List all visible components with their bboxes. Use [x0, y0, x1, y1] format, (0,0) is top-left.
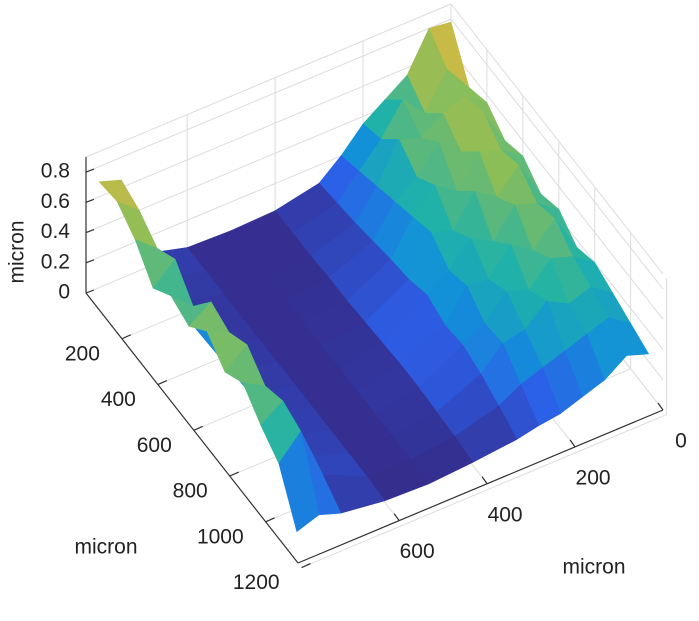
- tick-mark: [85, 289, 95, 294]
- tick-mark: [481, 476, 488, 485]
- tick-mark: [85, 168, 95, 173]
- box-edge: [450, 3, 664, 275]
- grid-line: [450, 18, 664, 290]
- y-tick-label: 1200: [233, 571, 280, 594]
- z-tick-label: 0.8: [41, 160, 70, 183]
- y-axis-label: micron: [74, 536, 137, 559]
- z-tick-label: 0.4: [41, 220, 71, 243]
- tick-mark: [393, 513, 400, 521]
- tick-mark: [265, 517, 275, 523]
- z-tick-label: 0: [58, 281, 70, 304]
- tick-mark: [657, 402, 664, 411]
- tick-mark: [229, 471, 239, 477]
- x-axis-label: micron: [562, 556, 625, 579]
- y-tick-label: 800: [173, 480, 208, 503]
- grid-line: [85, 48, 452, 203]
- tick-mark: [301, 563, 311, 569]
- x-axis: [297, 409, 664, 564]
- y-tick-label: 200: [65, 342, 100, 365]
- tick-mark: [85, 198, 95, 203]
- tick-mark: [121, 334, 132, 340]
- box-edge: [85, 3, 452, 158]
- y-tick-label: 1000: [197, 525, 244, 548]
- x-tick-label: 400: [488, 503, 523, 526]
- y-tick-label: 600: [137, 434, 172, 457]
- tick-mark: [193, 425, 204, 431]
- y-axis: [85, 292, 299, 564]
- grid-line: [301, 414, 667, 569]
- x-tick-label: 600: [400, 540, 435, 563]
- surface: [98, 21, 650, 533]
- x-tick-label: 200: [576, 466, 611, 489]
- z-tick-label: 0.2: [41, 250, 70, 273]
- tick-mark: [157, 379, 168, 386]
- grid-line: [450, 49, 664, 320]
- z-tick-label: 0.6: [41, 190, 70, 213]
- tick-mark: [569, 439, 576, 448]
- x-tick-label: 0: [675, 430, 687, 453]
- surface-cell: [278, 430, 320, 533]
- z-axis-label: micron: [6, 220, 29, 283]
- grid-line: [85, 18, 452, 173]
- tick-mark: [85, 259, 95, 264]
- y-tick-label: 400: [101, 388, 136, 411]
- axes: 00.20.40.60.8200400600800100012000200400…: [41, 157, 687, 594]
- tick-mark: [85, 228, 95, 234]
